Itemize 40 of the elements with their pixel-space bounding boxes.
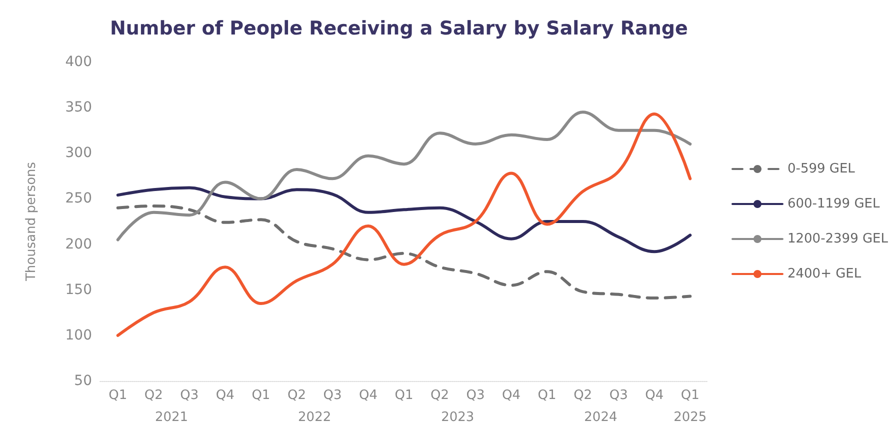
x-tick-label: Q3 (609, 388, 628, 403)
x-tick-label: Q1 (108, 388, 128, 403)
text: 2024 (584, 410, 618, 425)
x-tick-label: Q4 (502, 388, 521, 403)
x-tick-label: Q3 (180, 388, 199, 403)
y-tick-label: 50 (74, 373, 92, 389)
line-series (116, 186, 692, 254)
x-tick-label: Q2 (287, 388, 306, 403)
x-tick-label: Q3 (466, 388, 485, 403)
x-tick-label: Q1 (394, 388, 414, 403)
x-tick-label: Q4 (645, 388, 664, 403)
chart-title: Number of People Receiving a Salary by Salary Range (110, 18, 688, 40)
text: 2021 (154, 410, 188, 425)
x-tick-label: Q1 (680, 388, 700, 403)
x-tick-label: Q2 (144, 388, 163, 403)
y-tick-label: 100 (65, 327, 92, 344)
line-series (116, 110, 692, 242)
x-tick-label: Q1 (538, 388, 556, 403)
y-tick-label: 150 (65, 282, 92, 298)
line-series (116, 204, 692, 300)
x-tick-label: Q2 (574, 388, 592, 403)
legend-label: 2400+ GEL (787, 266, 862, 282)
x-tick-label: Q4 (216, 388, 234, 403)
y-tick-label: 350 (65, 100, 92, 116)
y-axis-title: Thousand persons (24, 162, 39, 282)
text: 2022 (298, 410, 332, 425)
x-tick-label: Q2 (430, 388, 450, 403)
line-series (116, 112, 692, 337)
legend-label: 600-1199 GEL (787, 196, 880, 212)
y-tick-label: 400 (65, 54, 92, 70)
x-tick-label: Q3 (323, 388, 342, 403)
x-tick-label: Q1 (252, 388, 270, 403)
legend-label: 1200-2399 GEL (787, 232, 889, 246)
text: 2023 (441, 410, 474, 425)
text: 2025 (674, 410, 707, 425)
y-tick-label: 300 (65, 145, 92, 162)
legend-label: 0-599 GEL (787, 162, 856, 176)
y-tick-label: 200 (65, 236, 92, 252)
x-tick-label: Q4 (358, 388, 378, 403)
y-tick-label: 250 (65, 190, 92, 207)
